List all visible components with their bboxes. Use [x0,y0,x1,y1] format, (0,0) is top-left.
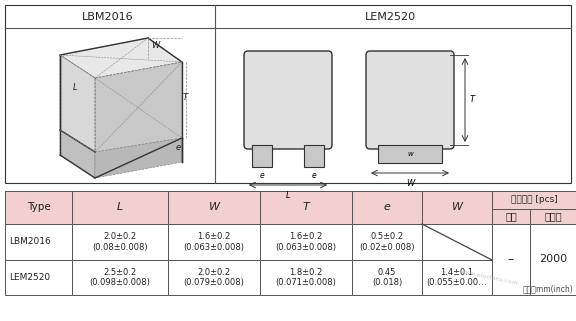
Bar [168,224,260,260]
Text: LBM2016: LBM2016 [82,12,134,22]
Text: 1.6±0.2
(0.063±0.008): 1.6±0.2 (0.063±0.008) [275,232,336,252]
Bar [378,145,442,163]
Text: L: L [286,190,290,199]
Bar [5,191,72,224]
Text: Type: Type [26,203,50,213]
Text: e: e [312,170,316,179]
Text: 2000: 2000 [539,255,567,265]
Bar [5,260,72,295]
Bar [530,224,576,295]
Text: e: e [260,170,264,179]
Text: –: – [508,253,514,266]
Bar [252,145,272,167]
Bar [5,224,72,260]
FancyBboxPatch shape [244,51,332,149]
Bar [422,224,492,260]
Bar [72,224,168,260]
Text: LEM2520: LEM2520 [9,273,50,282]
Text: W: W [209,203,219,213]
Text: T: T [183,93,188,102]
Text: 2.0±0.2
(0.08±0.008): 2.0±0.2 (0.08±0.008) [92,232,148,252]
Text: 0.45
(0.018): 0.45 (0.018) [372,268,402,287]
Bar [352,260,422,295]
Text: L: L [73,83,77,92]
Bar [260,191,352,224]
Text: e: e [176,143,180,152]
Text: 2.5±0.2
(0.098±0.008): 2.5±0.2 (0.098±0.008) [89,268,150,287]
Text: 纸带: 纸带 [505,212,517,221]
Bar [422,191,492,224]
Text: 1.6±0.2
(0.063±0.008): 1.6±0.2 (0.063±0.008) [184,232,244,252]
Text: 0.5±0.2
(0.02±0.008): 0.5±0.2 (0.02±0.008) [359,232,415,252]
Bar [492,191,576,209]
Bar [304,145,324,167]
Bar [352,191,422,224]
Text: 1.8±0.2
(0.071±0.008): 1.8±0.2 (0.071±0.008) [275,268,336,287]
Bar [530,209,576,224]
Polygon shape [95,62,182,152]
Text: e: e [384,203,391,213]
Polygon shape [95,138,182,178]
Polygon shape [60,38,182,78]
Text: 2.0±0.2
(0.079±0.008): 2.0±0.2 (0.079±0.008) [184,268,244,287]
Bar [5,5,571,183]
Text: LBM2016: LBM2016 [9,238,51,247]
Text: T: T [302,203,309,213]
Bar [168,191,260,224]
Text: www.elecfans.com: www.elecfans.com [461,269,519,287]
Text: W: W [406,178,414,187]
Bar [422,260,492,295]
Bar [260,224,352,260]
Text: LEM2520: LEM2520 [365,12,415,22]
Text: T: T [470,96,475,105]
Bar [72,260,168,295]
Text: W: W [452,203,463,213]
Bar [72,191,168,224]
Bar [260,260,352,295]
Polygon shape [60,130,95,178]
Text: w: w [407,151,413,157]
Text: 压纹带: 压纹带 [544,212,562,221]
Text: 单位：mm(inch): 单位：mm(inch) [522,284,573,293]
Bar [5,191,492,224]
Text: 1.4±0.1
(0.055±0.00…: 1.4±0.1 (0.055±0.00… [427,268,487,287]
Text: W: W [151,41,159,50]
FancyBboxPatch shape [366,51,454,149]
Text: L: L [117,203,123,213]
Text: 标准数量 [pcs]: 标准数量 [pcs] [511,195,558,204]
Polygon shape [60,55,95,152]
Bar [492,209,530,224]
Bar [492,224,530,295]
Bar [352,224,422,260]
Bar [168,260,260,295]
